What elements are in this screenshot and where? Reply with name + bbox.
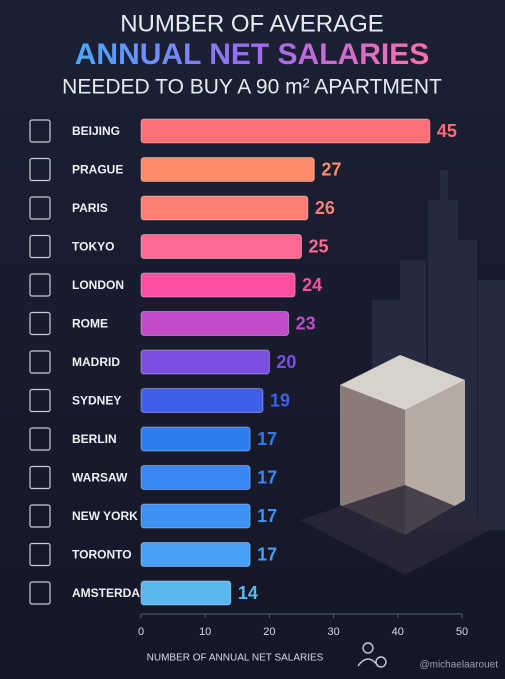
category-label: LONDON	[72, 278, 124, 292]
category-label: BERLIN	[72, 432, 117, 446]
value-label: 24	[302, 275, 322, 295]
x-tick-label: 50	[456, 626, 468, 638]
category-label: AMSTERDAM	[72, 586, 150, 600]
bar	[140, 118, 431, 144]
category-label: BEIJING	[72, 124, 120, 138]
building	[300, 355, 500, 575]
title-line: NEEDED TO BUY A 90 m² APARTMENT	[62, 76, 442, 99]
category-label: PRAGUE	[72, 163, 123, 177]
x-axis-label: NUMBER OF ANNUAL NET SALARIES	[147, 653, 324, 664]
category-label: ROME	[72, 317, 108, 331]
bar	[140, 580, 232, 606]
bar	[140, 349, 270, 375]
city-icon	[29, 350, 51, 374]
city-icon	[29, 311, 51, 336]
city-icon	[29, 196, 51, 220]
bar	[140, 157, 315, 182]
person-icon	[357, 642, 387, 668]
value-label: 26	[315, 198, 335, 218]
value-label: 25	[309, 236, 329, 256]
value-label: 23	[296, 313, 316, 333]
bar	[140, 426, 251, 452]
city-icon	[29, 157, 51, 182]
value-label: 17	[257, 544, 277, 564]
category-label: PARIS	[72, 201, 108, 215]
category-label: MADRID	[72, 355, 120, 369]
value-label: 17	[257, 506, 277, 526]
title-line: ANNUAL NET SALARIES	[75, 38, 429, 71]
value-label: 17	[257, 467, 277, 487]
city-icon	[29, 581, 51, 605]
x-tick-label: 20	[263, 626, 275, 638]
city-icon	[29, 465, 51, 490]
city-icon	[29, 388, 51, 413]
city-icon	[29, 427, 51, 451]
category-label: TOKYO	[72, 240, 114, 254]
x-tick-label: 0	[138, 626, 144, 638]
category-label: TORONTO	[72, 548, 132, 562]
category-label: SYDNEY	[72, 394, 121, 408]
bar	[140, 195, 309, 221]
city-icon	[29, 542, 51, 567]
city-icon	[29, 234, 51, 259]
x-tick-label: 10	[199, 626, 211, 638]
title-line: NUMBER OF AVERAGE	[120, 10, 384, 37]
value-label: 20	[276, 352, 296, 372]
value-label: 14	[238, 583, 258, 603]
watermark: @michaelaarouet	[419, 660, 498, 671]
category-label: WARSAW	[72, 471, 128, 485]
bar	[140, 272, 296, 298]
value-label: 19	[270, 390, 290, 410]
value-label: 17	[257, 429, 277, 449]
value-label: 45	[437, 121, 457, 141]
city-icon	[29, 504, 51, 528]
city-icon	[29, 119, 51, 143]
x-tick-label: 30	[327, 626, 339, 638]
bar	[140, 465, 251, 490]
bar	[140, 542, 251, 567]
value-label: 27	[321, 159, 341, 179]
bar	[140, 311, 290, 336]
bar	[140, 234, 302, 259]
bar	[140, 388, 264, 413]
bar	[140, 503, 251, 529]
x-tick-label: 40	[392, 626, 404, 638]
city-icon	[29, 273, 51, 297]
category-label: NEW YORK	[72, 509, 138, 523]
